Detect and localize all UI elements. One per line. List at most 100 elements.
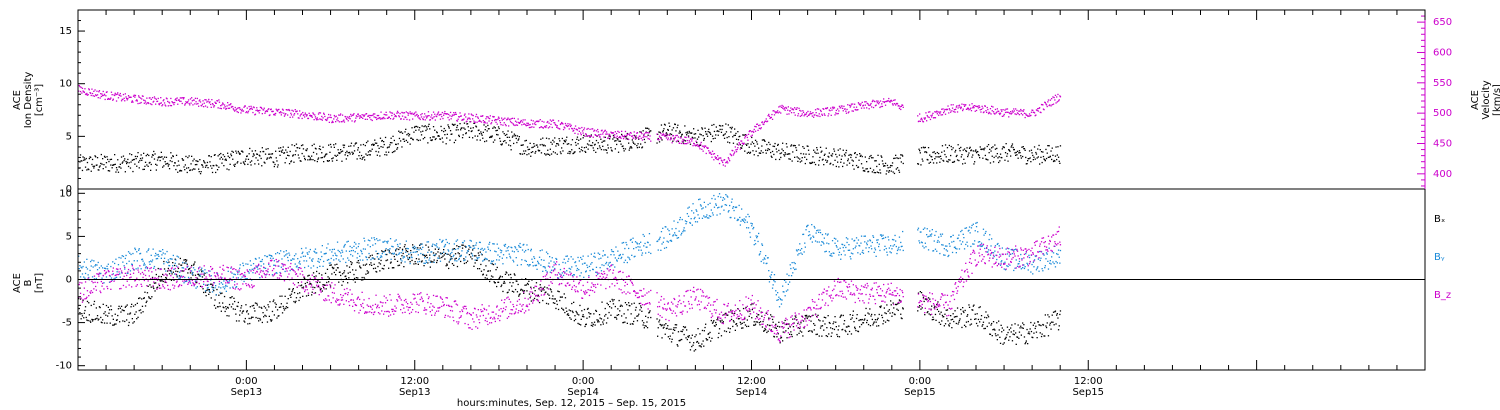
- data-point: [538, 301, 541, 304]
- data-point: [958, 321, 960, 323]
- data-point: [145, 301, 147, 304]
- data-point: [300, 284, 303, 286]
- data-point: [486, 130, 488, 132]
- data-point: [180, 100, 182, 102]
- data-point: [878, 325, 880, 327]
- data-point: [1035, 109, 1038, 111]
- data-point: [763, 329, 765, 332]
- data-point: [480, 263, 482, 266]
- data-point: [443, 112, 445, 115]
- data-point: [972, 154, 974, 156]
- data-point: [102, 267, 104, 269]
- data-point: [174, 99, 176, 101]
- data-point: [869, 155, 871, 158]
- data-point: [427, 115, 429, 117]
- data-point: [701, 343, 703, 345]
- data-point: [940, 158, 942, 160]
- data-point: [143, 297, 145, 299]
- data-point: [321, 274, 323, 276]
- data-point: [719, 128, 721, 131]
- data-point: [235, 313, 237, 315]
- data-point: [768, 317, 770, 319]
- data-point: [711, 124, 713, 126]
- data-point: [669, 134, 671, 136]
- data-point: [884, 312, 886, 314]
- data-point: [410, 250, 412, 252]
- data-point: [675, 130, 677, 132]
- data-point: [595, 309, 597, 312]
- data-point: [580, 132, 582, 134]
- data-point: [604, 136, 606, 138]
- data-point: [701, 148, 703, 150]
- data-point: [317, 258, 320, 260]
- data-point: [996, 111, 998, 113]
- data-point: [848, 154, 850, 156]
- data-point: [703, 146, 705, 149]
- data-point: [144, 99, 146, 102]
- data-point: [234, 308, 236, 310]
- data-point: [1040, 111, 1042, 114]
- data-point: [331, 273, 333, 275]
- data-point: [409, 111, 411, 113]
- data-point: [1023, 336, 1026, 338]
- data-point: [411, 127, 413, 129]
- data-point: [857, 102, 860, 104]
- data-point: [892, 302, 894, 304]
- data-point: [693, 350, 695, 352]
- data-point: [149, 161, 151, 164]
- data-point: [551, 126, 553, 129]
- data-point: [1033, 112, 1036, 114]
- data-point: [611, 298, 613, 301]
- data-point: [864, 104, 866, 106]
- data-point: [447, 253, 449, 255]
- data-point: [528, 126, 531, 129]
- data-point: [1033, 146, 1036, 148]
- data-point: [614, 131, 616, 133]
- data-point: [629, 305, 631, 307]
- data-point: [953, 320, 955, 323]
- data-point: [679, 131, 681, 134]
- data-point: [1020, 334, 1022, 336]
- data-point: [172, 262, 174, 264]
- data-point: [958, 319, 961, 322]
- data-point: [934, 152, 937, 155]
- data-point: [208, 290, 210, 292]
- data-point: [565, 139, 567, 141]
- data-point: [191, 97, 193, 99]
- data-point: [199, 275, 202, 277]
- data-point: [422, 138, 424, 140]
- data-point: [368, 154, 370, 156]
- data-point: [948, 325, 950, 327]
- data-point: [853, 321, 855, 323]
- data-point: [333, 144, 335, 146]
- data-point: [85, 266, 87, 268]
- data-point: [256, 266, 258, 268]
- data-point: [449, 258, 452, 260]
- data-point: [187, 99, 190, 101]
- data-point: [881, 105, 884, 108]
- data-point: [1032, 336, 1034, 339]
- data-point: [198, 267, 200, 269]
- data-point: [1056, 154, 1058, 156]
- data-point: [722, 164, 724, 166]
- data-point: [302, 255, 305, 257]
- data-point: [566, 314, 568, 316]
- data-point: [278, 150, 281, 152]
- data-point: [710, 152, 712, 154]
- data-point: [371, 254, 373, 256]
- data-point: [721, 160, 723, 162]
- data-point: [477, 252, 479, 254]
- data-point: [126, 99, 128, 101]
- data-point: [611, 150, 613, 152]
- data-point: [93, 165, 96, 167]
- data-point: [511, 131, 513, 133]
- data-point: [722, 161, 724, 164]
- data-point: [103, 312, 105, 315]
- data-point: [732, 154, 735, 156]
- data-point: [269, 153, 271, 155]
- data-point: [782, 142, 784, 144]
- data-point: [564, 122, 567, 125]
- data-point: [107, 306, 109, 308]
- data-point: [280, 250, 282, 252]
- data-point: [305, 113, 307, 116]
